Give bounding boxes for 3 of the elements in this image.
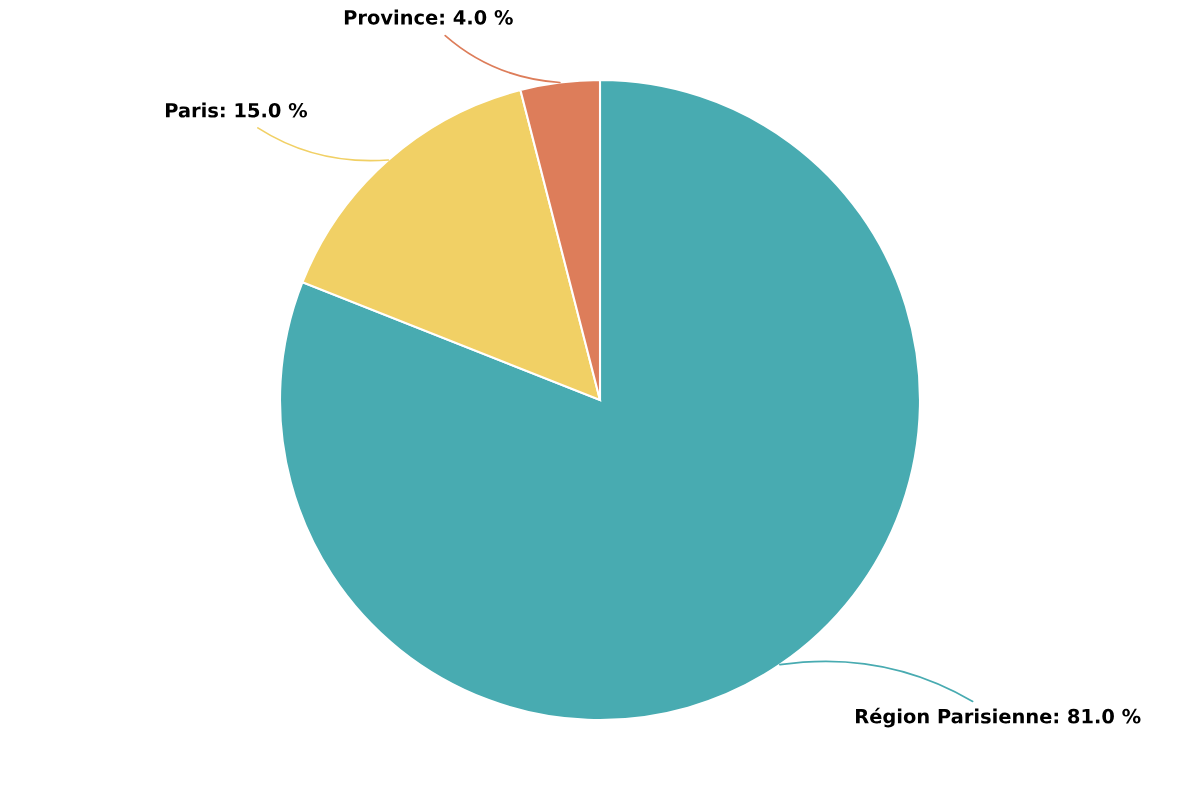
slice-label: Paris: 15.0 %	[165, 102, 308, 118]
slice-label: Région Parisienne: 81.0 %	[856, 707, 1141, 728]
slice-label: Province: 4.0 %	[344, 9, 513, 25]
